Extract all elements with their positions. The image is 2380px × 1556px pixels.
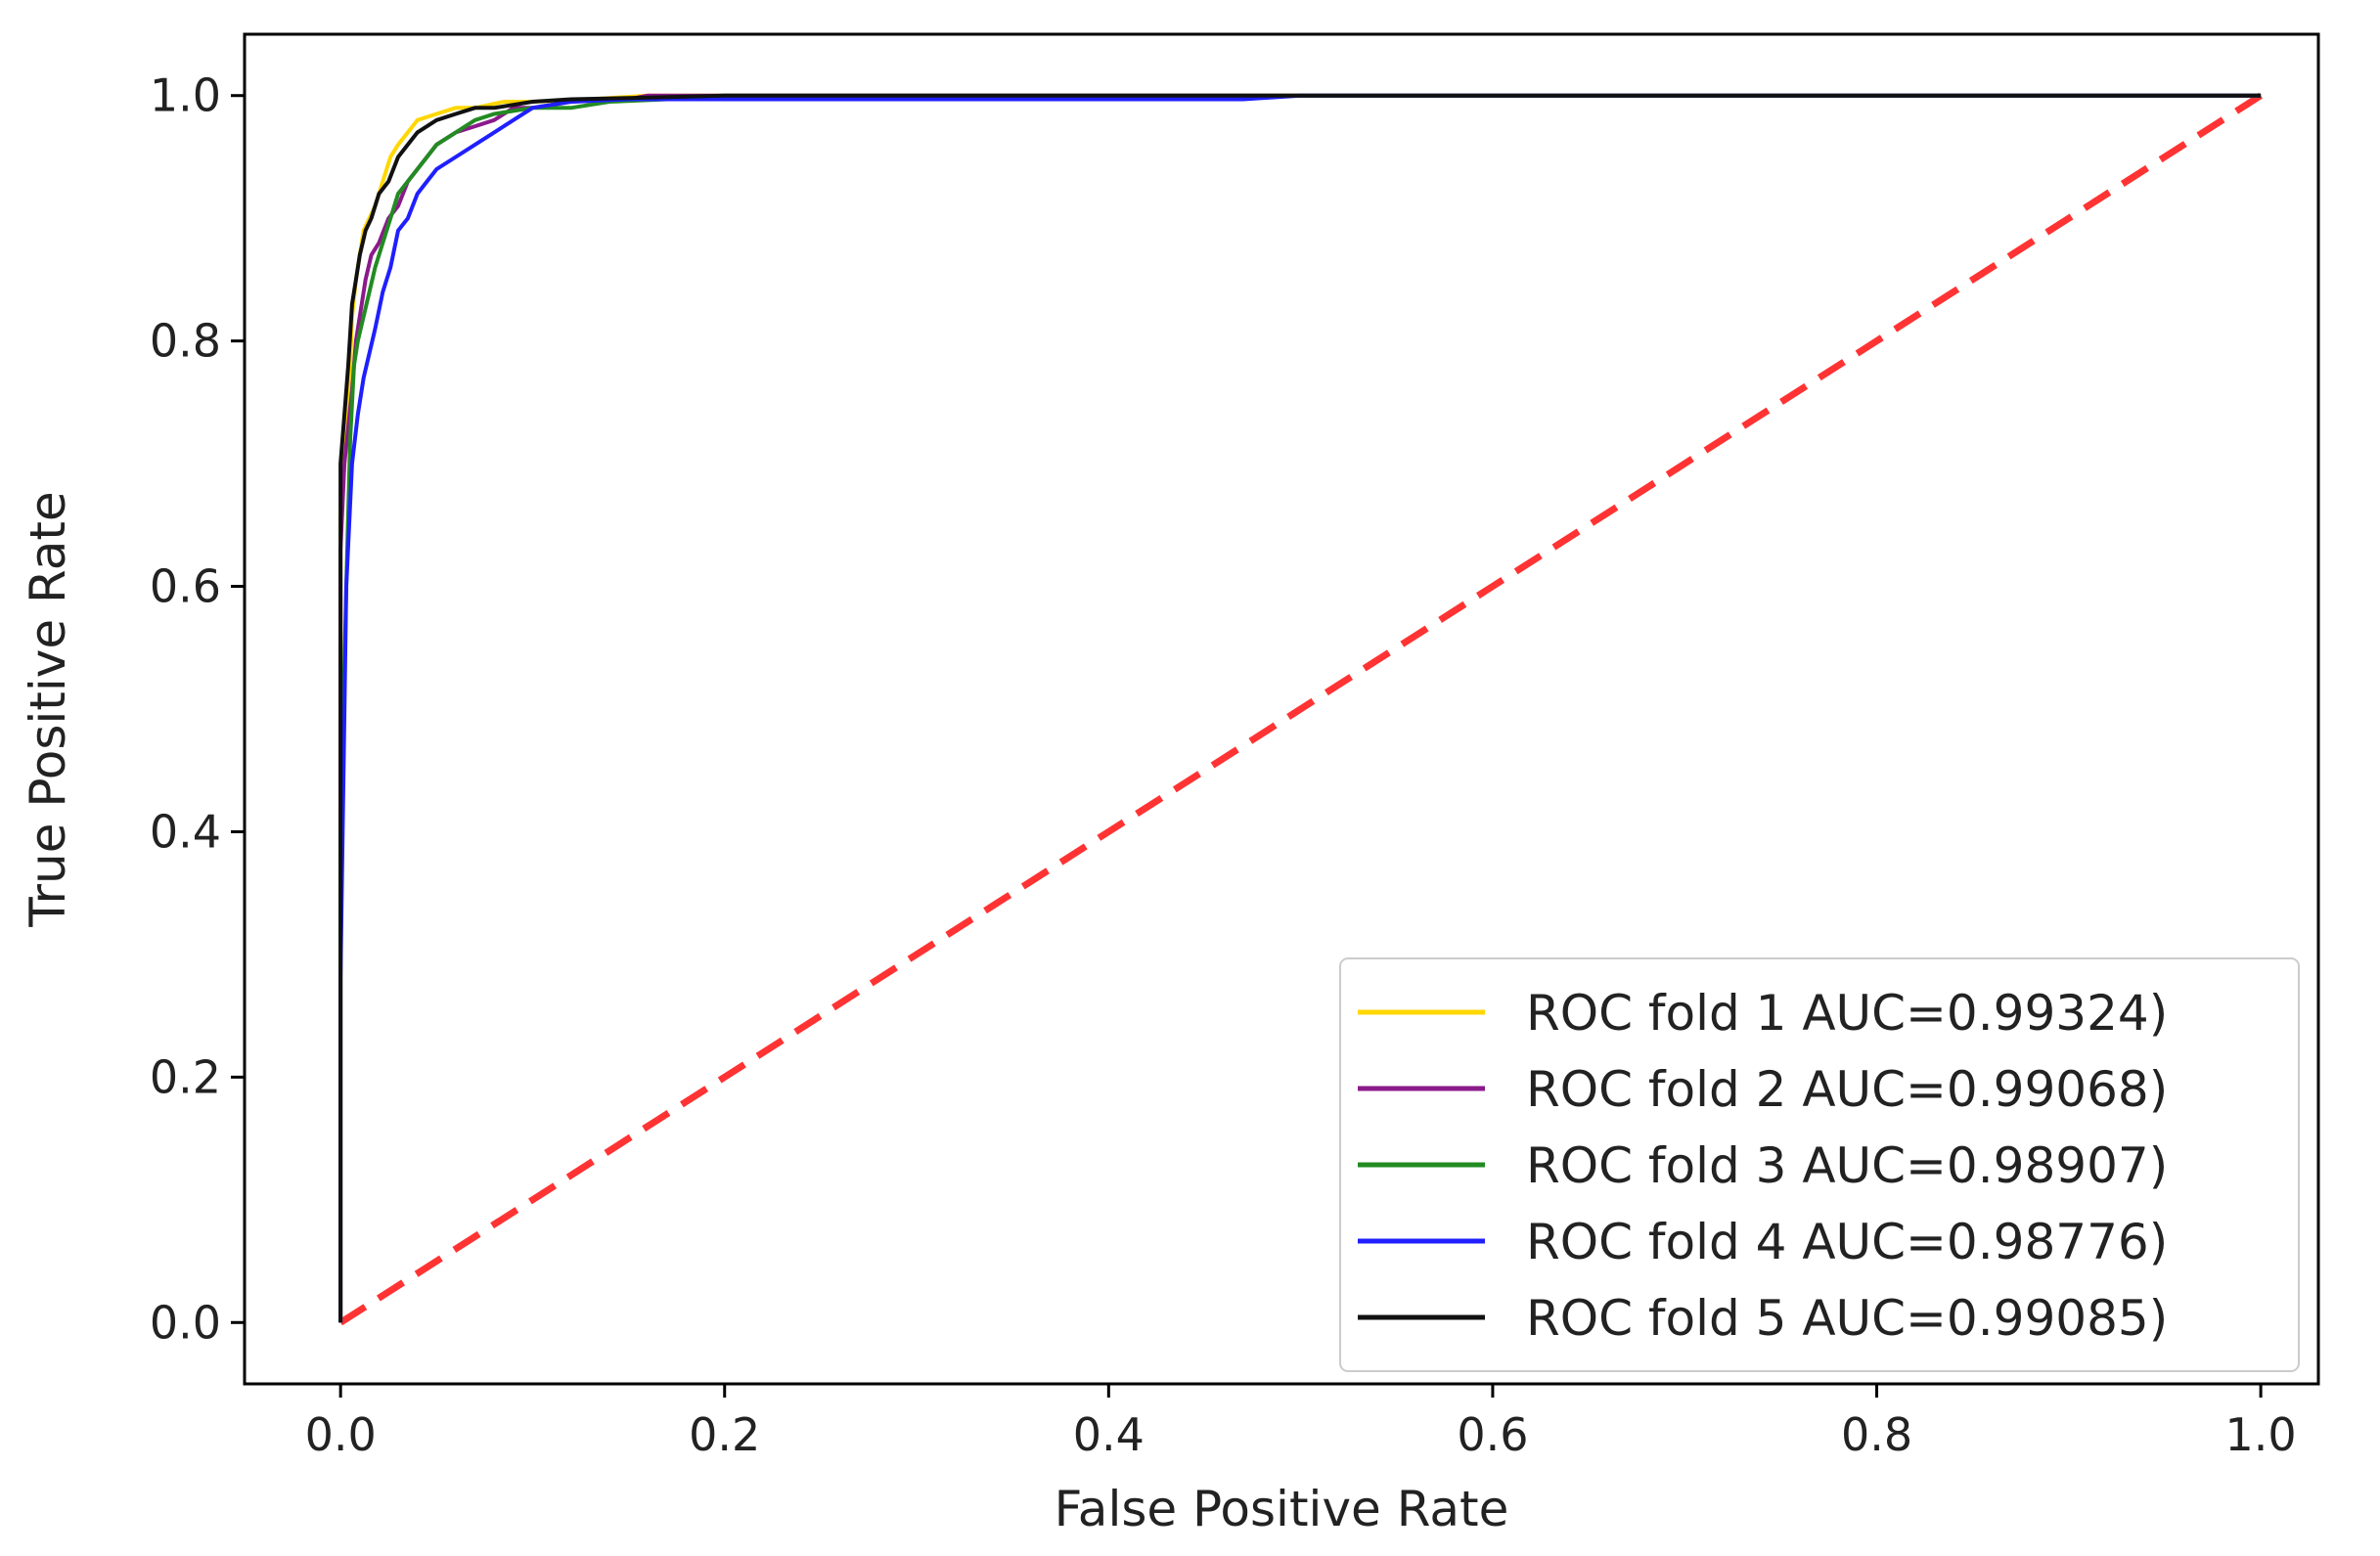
x-tick-label: 1.0: [2225, 1408, 2297, 1461]
legend-box: [1339, 957, 2300, 1372]
y-tick-label: 0.8: [150, 315, 221, 368]
x-tick-label: 0.4: [1073, 1408, 1145, 1461]
x-tick-label: 0.0: [305, 1408, 377, 1461]
legend-entry-label: ROC fold 1 AUC=0.99324): [1526, 985, 2168, 1042]
x-axis-ticks: 0.0 0.2 0.4 0.6 0.8 1.0: [305, 1384, 2297, 1461]
y-tick-label: 1.0: [150, 69, 221, 122]
legend: ROC fold 1 AUC=0.99324) ROC fold 2 AUC=0.…: [1339, 957, 2300, 1372]
y-tick-label: 0.6: [150, 560, 221, 613]
legend-entry-label: ROC fold 4 AUC=0.98776): [1526, 1214, 2168, 1270]
legend-entry-label: ROC fold 2 AUC=0.99068): [1526, 1061, 2168, 1118]
x-tick-label: 0.6: [1457, 1408, 1528, 1461]
plot-frame: [243, 32, 2320, 1386]
x-tick-label: 0.8: [1841, 1408, 1912, 1461]
series-layer: [338, 92, 2263, 1326]
roc-curve-fold-4: [338, 93, 2262, 1323]
chance-diagonal-line: [338, 92, 2263, 1326]
y-tick-label: 0.2: [150, 1050, 221, 1103]
legend-entry-label: ROC fold 5 AUC=0.99085): [1526, 1290, 2168, 1347]
y-axis-ticks: 0.0 0.2 0.4 0.6 0.8 1.0: [150, 69, 245, 1349]
y-tick-label: 0.4: [150, 805, 221, 858]
y-tick-label: 0.0: [150, 1296, 221, 1349]
y-axis-label: True Positive Rate: [20, 491, 76, 927]
x-axis-label: False Positive Rate: [1055, 1481, 1509, 1537]
x-tick-label: 0.2: [689, 1408, 760, 1461]
legend-entry-label: ROC fold 3 AUC=0.98907): [1526, 1137, 2168, 1194]
roc-curve-fold-3: [338, 93, 2262, 1323]
